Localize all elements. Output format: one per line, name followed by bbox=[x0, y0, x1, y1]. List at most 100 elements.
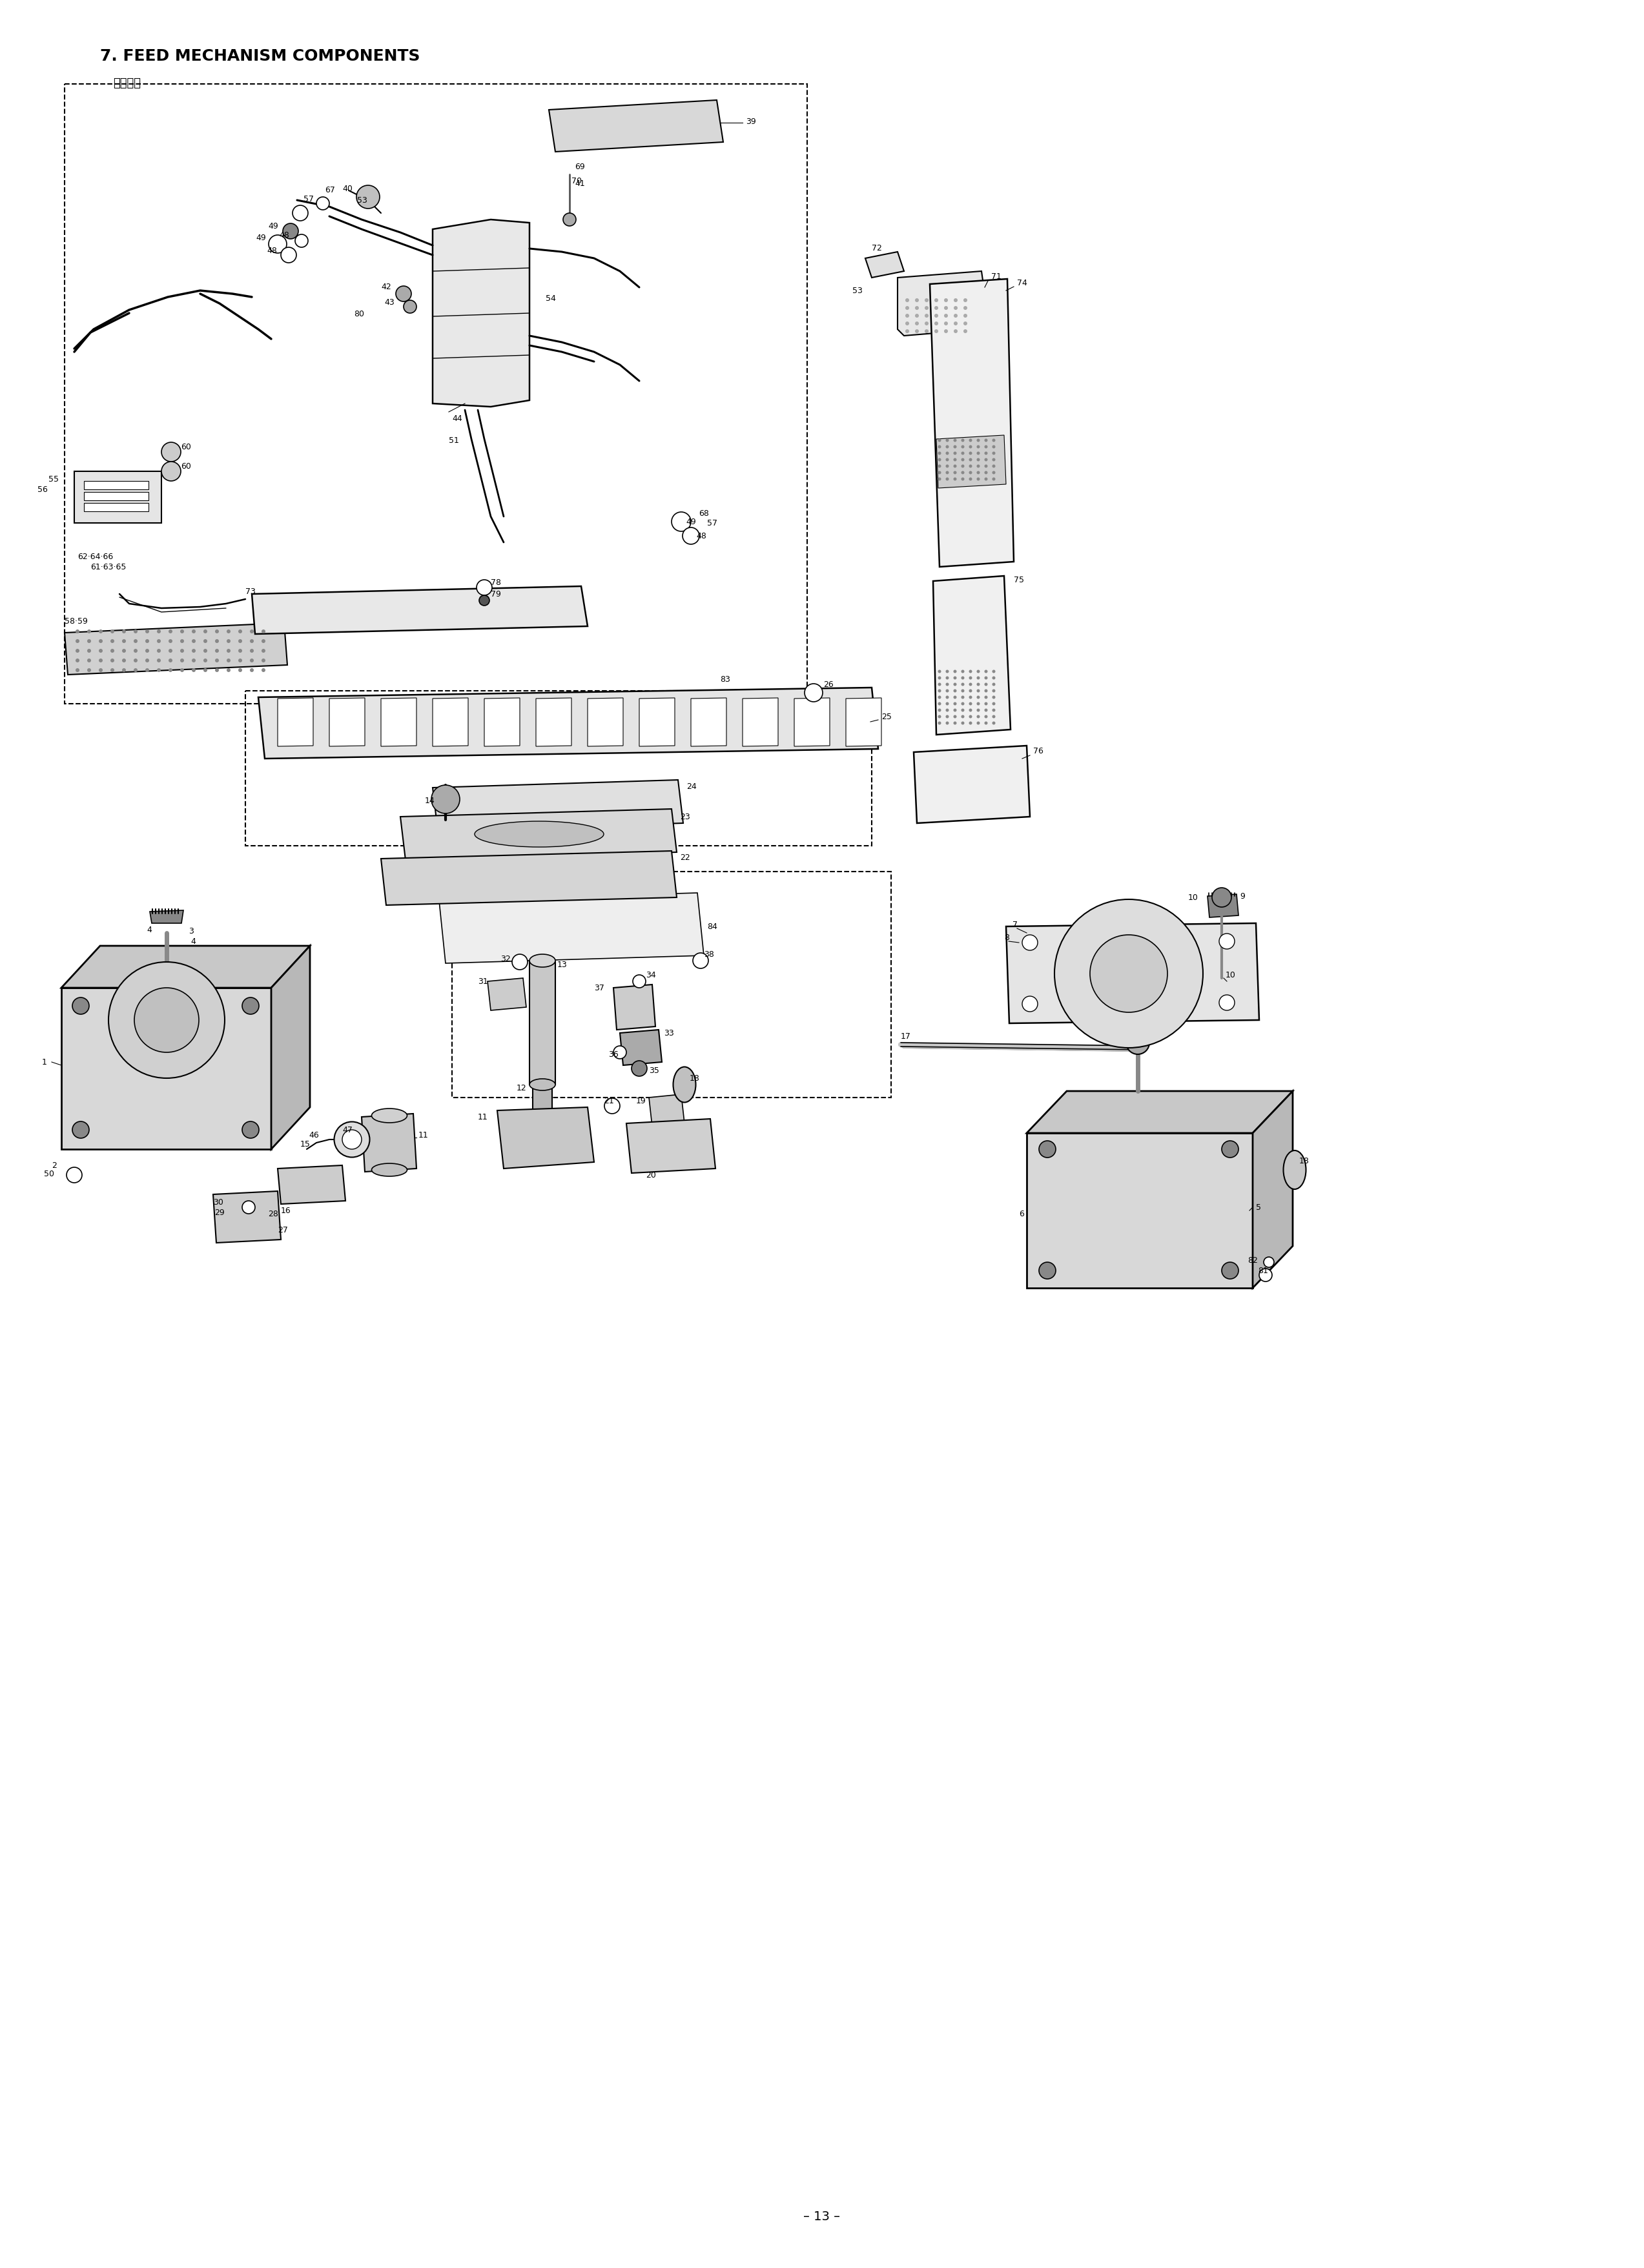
Text: 19: 19 bbox=[636, 1095, 646, 1105]
Circle shape bbox=[204, 631, 207, 633]
Circle shape bbox=[192, 669, 196, 671]
Polygon shape bbox=[649, 1093, 684, 1127]
Circle shape bbox=[991, 676, 995, 680]
Text: 10: 10 bbox=[1225, 971, 1236, 980]
Text: 49: 49 bbox=[268, 222, 278, 229]
Circle shape bbox=[916, 299, 919, 302]
Circle shape bbox=[954, 472, 957, 474]
Circle shape bbox=[66, 1168, 82, 1182]
Circle shape bbox=[99, 631, 102, 633]
Circle shape bbox=[963, 299, 967, 302]
Circle shape bbox=[692, 953, 709, 968]
Circle shape bbox=[122, 649, 127, 653]
Circle shape bbox=[939, 714, 940, 719]
Text: 74: 74 bbox=[1018, 279, 1028, 288]
Circle shape bbox=[72, 1120, 89, 1139]
Circle shape bbox=[962, 721, 965, 726]
Circle shape bbox=[939, 696, 940, 699]
Circle shape bbox=[1221, 1141, 1238, 1157]
Circle shape bbox=[939, 721, 940, 726]
Polygon shape bbox=[931, 279, 1014, 567]
Circle shape bbox=[954, 669, 957, 674]
Text: 73: 73 bbox=[245, 587, 255, 596]
Text: 16: 16 bbox=[281, 1207, 291, 1216]
Polygon shape bbox=[61, 946, 311, 989]
Polygon shape bbox=[640, 699, 674, 746]
Circle shape bbox=[87, 649, 90, 653]
Text: 62·64·66: 62·64·66 bbox=[77, 553, 113, 560]
Text: 51: 51 bbox=[449, 435, 459, 445]
Circle shape bbox=[215, 669, 219, 671]
Text: 78: 78 bbox=[492, 578, 501, 587]
Text: 75: 75 bbox=[1014, 576, 1024, 583]
Circle shape bbox=[954, 299, 957, 302]
Circle shape bbox=[250, 631, 253, 633]
Circle shape bbox=[215, 640, 219, 644]
Ellipse shape bbox=[372, 1109, 408, 1123]
Circle shape bbox=[991, 683, 995, 685]
Circle shape bbox=[110, 658, 115, 662]
Circle shape bbox=[250, 640, 253, 644]
Polygon shape bbox=[496, 1107, 593, 1168]
Circle shape bbox=[906, 299, 909, 302]
Circle shape bbox=[87, 658, 90, 662]
Circle shape bbox=[954, 458, 957, 460]
Polygon shape bbox=[529, 962, 556, 1084]
Circle shape bbox=[76, 669, 79, 671]
Circle shape bbox=[954, 676, 957, 680]
Text: 54: 54 bbox=[546, 295, 556, 302]
Text: 83: 83 bbox=[720, 676, 730, 683]
Text: 46: 46 bbox=[309, 1132, 319, 1139]
Circle shape bbox=[181, 631, 184, 633]
Circle shape bbox=[991, 479, 995, 481]
Text: 1: 1 bbox=[43, 1057, 48, 1066]
Circle shape bbox=[215, 649, 219, 653]
Circle shape bbox=[281, 247, 296, 263]
Circle shape bbox=[954, 721, 957, 726]
Text: 41: 41 bbox=[575, 179, 585, 188]
Circle shape bbox=[985, 708, 988, 712]
Text: 7: 7 bbox=[1013, 921, 1018, 928]
Polygon shape bbox=[362, 1114, 416, 1173]
Circle shape bbox=[977, 479, 980, 481]
Text: 39: 39 bbox=[746, 118, 756, 125]
Circle shape bbox=[985, 472, 988, 474]
Circle shape bbox=[76, 640, 79, 644]
Circle shape bbox=[968, 472, 972, 474]
Text: 7. FEED MECHANISM COMPONENTS: 7. FEED MECHANISM COMPONENTS bbox=[100, 48, 419, 64]
Text: 49: 49 bbox=[256, 234, 266, 243]
Circle shape bbox=[985, 714, 988, 719]
Text: 4: 4 bbox=[146, 925, 151, 934]
Circle shape bbox=[977, 696, 980, 699]
Circle shape bbox=[133, 649, 138, 653]
Circle shape bbox=[985, 458, 988, 460]
Circle shape bbox=[906, 313, 909, 318]
Text: 28: 28 bbox=[268, 1209, 278, 1218]
Circle shape bbox=[968, 479, 972, 481]
Circle shape bbox=[924, 322, 929, 324]
Circle shape bbox=[977, 689, 980, 692]
Text: 50: 50 bbox=[44, 1170, 54, 1177]
Text: 11: 11 bbox=[419, 1132, 429, 1139]
Text: 9: 9 bbox=[1240, 891, 1245, 900]
Circle shape bbox=[968, 708, 972, 712]
Circle shape bbox=[192, 640, 196, 644]
Circle shape bbox=[181, 658, 184, 662]
Circle shape bbox=[977, 438, 980, 442]
Circle shape bbox=[110, 640, 115, 644]
Circle shape bbox=[181, 669, 184, 671]
Text: 55: 55 bbox=[48, 474, 59, 483]
Text: 76: 76 bbox=[1032, 746, 1044, 755]
Circle shape bbox=[962, 683, 965, 685]
Polygon shape bbox=[432, 699, 469, 746]
Circle shape bbox=[99, 649, 102, 653]
Text: 30: 30 bbox=[214, 1198, 224, 1207]
Circle shape bbox=[76, 649, 79, 653]
Text: 57: 57 bbox=[304, 195, 314, 204]
Text: – 13 –: – 13 – bbox=[804, 2211, 840, 2223]
Circle shape bbox=[985, 676, 988, 680]
Polygon shape bbox=[1006, 923, 1259, 1023]
Text: 61·63·65: 61·63·65 bbox=[90, 562, 127, 572]
Circle shape bbox=[968, 438, 972, 442]
Circle shape bbox=[985, 465, 988, 467]
